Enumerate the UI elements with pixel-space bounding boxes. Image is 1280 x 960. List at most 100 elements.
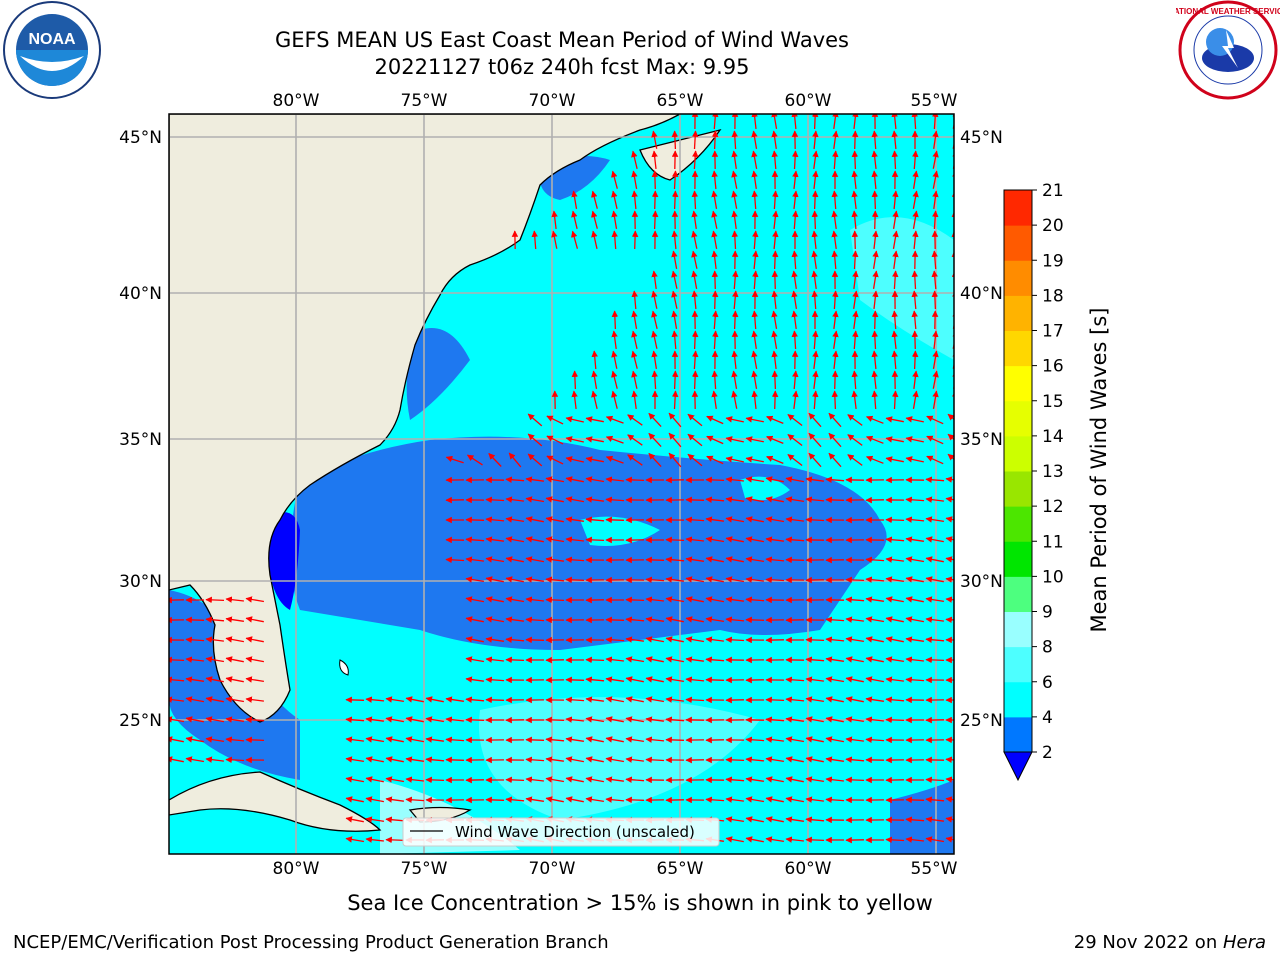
wave-direction-arrow [805, 656, 825, 663]
wave-direction-arrow [745, 736, 765, 744]
wave-direction-arrow [865, 656, 884, 663]
wave-direction-arrow [731, 210, 738, 229]
wave-direction-arrow [732, 270, 739, 290]
wave-direction-arrow [651, 310, 658, 329]
wave-direction-arrow [485, 536, 504, 543]
wave-direction-arrow [585, 536, 605, 544]
wave-direction-arrow [945, 816, 954, 823]
wave-direction-arrow [225, 716, 244, 723]
wave-direction-arrow [926, 415, 944, 425]
wave-direction-arrow [665, 616, 684, 623]
wave-direction-arrow [631, 350, 638, 369]
wave-direction-arrow [445, 696, 464, 703]
wave-direction-arrow [665, 556, 685, 563]
wave-direction-arrow [725, 796, 744, 803]
lat-label: 25°N [119, 711, 162, 731]
wave-direction-arrow [925, 656, 945, 664]
wave-direction-arrow [831, 210, 838, 229]
wave-direction-arrow [811, 290, 818, 310]
wave-direction-arrow [845, 576, 865, 584]
wave-direction-arrow [625, 476, 645, 484]
wave-direction-arrow [851, 370, 858, 390]
wave-direction-arrow [706, 455, 724, 465]
wave-direction-arrow [611, 350, 618, 369]
colorbar-tick-label: 9 [1042, 603, 1053, 623]
wave-direction-arrow [825, 496, 845, 504]
wave-direction-arrow [651, 350, 658, 370]
wave-direction-arrow [565, 776, 584, 783]
wave-direction-arrow [785, 796, 805, 803]
wave-direction-arrow [725, 516, 745, 523]
wave-direction-arrow [605, 636, 625, 644]
lon-label: 80°W [273, 859, 320, 879]
lon-label: 60°W [785, 859, 832, 879]
wave-direction-arrow [665, 676, 685, 683]
wave-direction-arrow [525, 776, 544, 783]
wave-direction-arrow [745, 596, 765, 603]
colorbar-segment [1004, 471, 1032, 507]
colorbar-segment [1004, 365, 1032, 402]
wave-direction-arrow [905, 436, 924, 443]
noaa-logo-icon: NOAA [3, 1, 101, 99]
wave-direction-arrow [905, 816, 925, 823]
wave-direction-arrow [852, 310, 859, 329]
lon-label: 70°W [529, 859, 576, 879]
wave-direction-arrow [885, 596, 904, 603]
wave-direction-arrow [585, 676, 605, 683]
wave-direction-arrow [651, 210, 659, 230]
wave-direction-arrow [645, 716, 664, 723]
lon-label: 60°W [785, 91, 832, 111]
wave-direction-arrow [671, 190, 679, 210]
wave-direction-arrow [872, 250, 879, 270]
wave-direction-arrow [365, 816, 384, 823]
wave-direction-arrow [505, 776, 525, 784]
wave-direction-arrow [765, 716, 785, 723]
wave-direction-arrow [811, 190, 819, 210]
wave-direction-arrow [425, 776, 445, 784]
wave-direction-arrow [805, 676, 824, 683]
wave-direction-arrow [565, 476, 584, 483]
wave-direction-arrow [725, 416, 744, 423]
wave-direction-arrow [891, 330, 898, 349]
wave-direction-arrow [725, 616, 745, 623]
wave-direction-arrow [785, 736, 805, 743]
colorbar-segment [1004, 225, 1032, 261]
lon-labels-top: 80°W 75°W 70°W 65°W 60°W 55°W [273, 91, 958, 111]
wave-direction-arrow [465, 556, 484, 563]
wave-direction-arrow [345, 716, 365, 723]
wave-direction-arrow [648, 412, 662, 428]
wave-direction-arrow [932, 370, 939, 389]
wave-direction-arrow [711, 290, 719, 310]
wave-direction-arrow [645, 756, 665, 764]
wave-direction-arrow [527, 413, 543, 427]
colorbar-segment [1004, 716, 1032, 753]
wave-direction-arrow [425, 716, 445, 723]
wave-direction-arrow [811, 230, 818, 249]
wave-direction-arrow [745, 756, 765, 763]
wave-direction-arrow [225, 596, 244, 603]
wave-direction-arrow [947, 433, 954, 441]
wave-direction-arrow [205, 596, 225, 604]
wave-direction-arrow [545, 556, 564, 563]
wave-direction-arrow [765, 516, 785, 523]
wave-direction-arrow [845, 736, 864, 743]
wave-direction-arrow [811, 250, 818, 269]
wave-direction-arrow [905, 536, 924, 543]
wave-direction-arrow [185, 716, 204, 723]
wave-direction-arrow [685, 616, 704, 623]
wave-direction-arrow [891, 350, 898, 370]
wave-direction-arrow [805, 796, 824, 803]
wave-direction-arrow [591, 350, 598, 370]
colorbar-segment [1004, 400, 1032, 437]
wave-direction-arrow [811, 114, 819, 130]
wave-direction-arrow [605, 616, 625, 624]
wave-direction-arrow [787, 413, 803, 427]
wave-direction-arrow [792, 210, 799, 230]
wave-direction-arrow [631, 230, 639, 250]
wave-direction-arrow [805, 516, 825, 524]
wave-direction-arrow [648, 452, 662, 468]
wave-period-below-2 [268, 512, 300, 610]
wave-direction-arrow [546, 435, 564, 445]
colorbar-tick-label: 16 [1042, 357, 1064, 377]
wave-direction-arrow [205, 756, 224, 763]
